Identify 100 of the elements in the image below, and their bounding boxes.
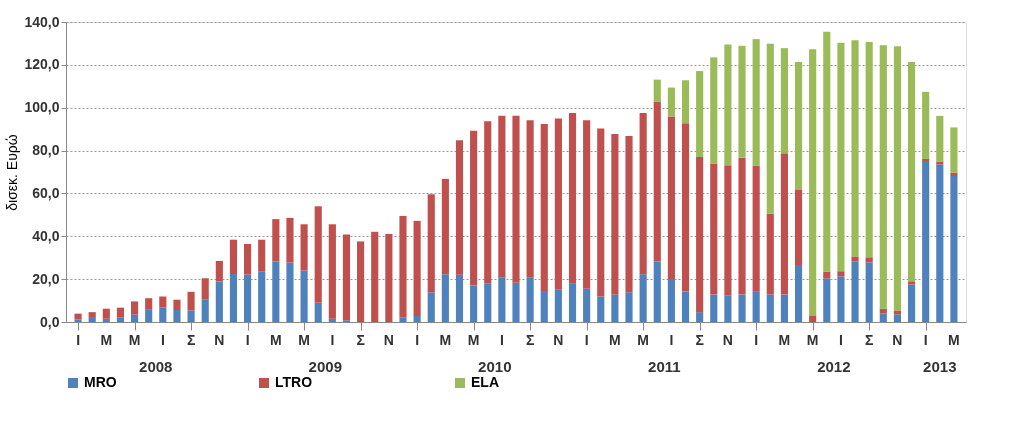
x-tick-label: M (467, 332, 480, 348)
bar (907, 62, 916, 282)
bar (738, 294, 746, 322)
x-tick-label: M (298, 332, 310, 348)
x-tick-label: N (553, 332, 564, 348)
bar (879, 45, 887, 309)
bar (780, 294, 788, 322)
x-tick-label: I (923, 332, 928, 348)
bar (470, 130, 478, 286)
bar (300, 224, 308, 271)
bar (653, 261, 661, 322)
bar (286, 262, 294, 322)
bar (512, 282, 520, 322)
bar (102, 318, 110, 322)
bar (879, 308, 887, 314)
y-tick-label: 100,0 (24, 99, 60, 116)
bar (893, 46, 901, 311)
bar (342, 234, 351, 321)
bar (667, 87, 675, 117)
bar (780, 153, 788, 295)
x-tick-label: Σ (864, 332, 874, 348)
x-tick-label: M (128, 332, 141, 348)
bar (159, 296, 167, 308)
bar (681, 123, 690, 292)
bar (794, 265, 803, 322)
bar (766, 213, 774, 295)
legend-label: LTRO (275, 374, 313, 390)
bar (710, 57, 718, 164)
bar (823, 278, 831, 322)
bar (272, 261, 280, 322)
bar (809, 315, 817, 322)
x-tick-label: I (499, 332, 504, 348)
bar (201, 278, 209, 300)
bar (936, 115, 944, 162)
x-tick-label: M (100, 332, 113, 348)
bar (936, 164, 944, 322)
bar (173, 299, 181, 310)
bar (766, 294, 774, 322)
x-tick-label: M (806, 332, 819, 348)
x-tick-label: I (415, 332, 420, 348)
bar (625, 136, 633, 293)
bar (780, 48, 788, 154)
bar (314, 302, 322, 322)
bar (653, 101, 661, 262)
bar (201, 299, 209, 322)
bar (625, 292, 633, 322)
bar (258, 239, 266, 272)
bar (554, 118, 562, 290)
bar (229, 274, 238, 322)
bar (738, 157, 746, 295)
bar (498, 277, 506, 322)
bar (809, 49, 817, 316)
bar (922, 91, 930, 159)
bar (116, 317, 125, 322)
bar (950, 172, 958, 177)
bar (681, 291, 690, 322)
bar (357, 241, 365, 322)
bar (498, 115, 506, 278)
x-tick-label: I (245, 332, 250, 348)
bar (922, 158, 930, 162)
bar (229, 239, 238, 274)
bar (328, 318, 336, 322)
text: 2011 (648, 358, 681, 375)
bar (187, 291, 195, 311)
bar (116, 307, 125, 318)
bar (173, 310, 181, 322)
x-tick-label: M (948, 332, 960, 348)
x-tick-label: M (778, 332, 791, 348)
bar (752, 291, 760, 322)
x-tick-label: Σ (695, 332, 704, 348)
text: 2010 (478, 358, 512, 375)
bar (314, 206, 322, 303)
y-tick-label: 140,0 (24, 13, 60, 30)
bar (554, 289, 562, 322)
x-tick-label: M (637, 332, 649, 348)
bar (907, 284, 916, 322)
bar (413, 220, 421, 316)
x-tick-label: N (722, 332, 733, 348)
x-tick-label: M (609, 332, 621, 348)
bar (837, 271, 845, 277)
bar (272, 219, 280, 262)
bar (950, 176, 958, 322)
bar (540, 290, 548, 322)
bar (102, 308, 110, 319)
x-tick-label: I (669, 332, 674, 348)
bar (286, 217, 294, 263)
bar (639, 113, 647, 275)
bar (823, 31, 831, 272)
bar (300, 270, 308, 322)
bar (922, 161, 930, 322)
y-axis-title: δισεκ. Ευρώ (4, 134, 21, 211)
bar (470, 285, 478, 322)
bar (639, 274, 647, 322)
bar (215, 260, 223, 282)
bar (710, 163, 718, 295)
x-tick-label: I (838, 332, 843, 348)
bar (724, 165, 732, 296)
bar (145, 309, 153, 322)
legend-label: MRO (84, 374, 117, 390)
bar (597, 296, 605, 322)
